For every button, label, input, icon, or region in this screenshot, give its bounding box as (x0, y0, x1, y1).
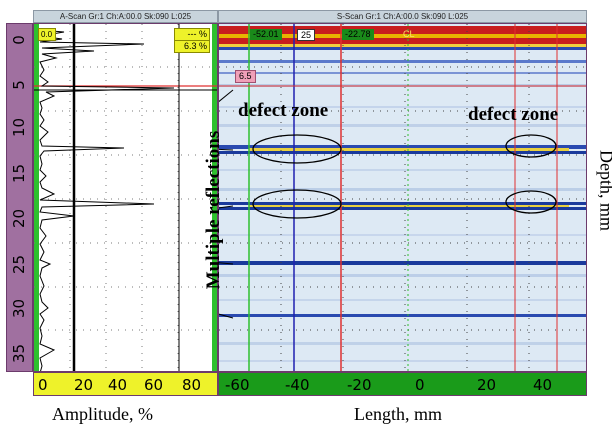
ascan-title: A-Scan Gr:1 Ch:A:00.0 Sk:090 L:025 (59, 12, 192, 21)
sscan-map (219, 24, 586, 371)
ascan-title-bar: A-Scan Gr:1 Ch:A:00.0 Sk:090 L:025 (33, 10, 218, 23)
sscan-image[interactable]: -52.01 25 -22.78 CL 6.5 (218, 23, 587, 372)
defect-ellipse (505, 190, 557, 214)
amplitude-tick-label: 20 (74, 376, 94, 394)
length-axis-label: Length, mm (354, 404, 442, 424)
depth-tick-label: 25 (10, 254, 28, 274)
defect-ellipse (252, 134, 342, 164)
sscan-title: S-Scan Gr:1 Ch:A:00.0 Sk:090 L:025 (336, 12, 469, 21)
depth-marker-readout: 6.5 (235, 70, 256, 83)
length-tick-label: 20 (477, 376, 497, 394)
depth-tick-label: 20 (10, 208, 28, 228)
length-tick-label: -60 (225, 376, 250, 394)
ascan-gate-value: 6.3 % (174, 40, 210, 53)
amplitude-tick-label: 0 (38, 376, 48, 394)
cursor-mid-readout: 25 (297, 29, 316, 41)
depth-axis-label: Depth, mm (596, 150, 612, 231)
length-tick-label: -20 (347, 376, 372, 394)
cursor-right-readout: -22.78 (342, 29, 374, 40)
cursor-left-readout: -52.01 (250, 29, 282, 40)
amplitude-tick-label: 40 (108, 376, 128, 394)
length-tick-label: -40 (285, 376, 310, 394)
defect-ellipse (252, 189, 342, 219)
depth-tick-label: 30 (10, 298, 28, 318)
length-tick-label: 0 (415, 376, 425, 394)
ascan-depth-scale: 0 5 10 15 20 25 30 35 (6, 23, 33, 372)
depth-tick-label: 0 (10, 35, 28, 45)
amplitude-axis: 0 20 40 60 80 (33, 372, 218, 396)
ascan-top-value: 0.0 (38, 28, 56, 41)
depth-tick-label: 10 (10, 117, 28, 137)
defect-zone-label-right: defect zone (468, 104, 559, 125)
defect-zone-label-left: defect zone (238, 100, 329, 121)
length-tick-label: 40 (533, 376, 553, 394)
ascan-plot[interactable]: 0.0 --- % 6.3 % (33, 23, 218, 372)
depth-tick-label: 15 (10, 163, 28, 183)
depth-tick-label: 35 (10, 343, 28, 363)
ascan-waveform (34, 24, 217, 371)
multiple-reflections-label: Multiple reflections (203, 130, 224, 290)
amplitude-tick-label: 60 (144, 376, 164, 394)
centerline-label: CL (403, 29, 415, 39)
sscan-title-bar: S-Scan Gr:1 Ch:A:00.0 Sk:090 L:025 (218, 10, 587, 23)
amplitude-tick-label: 80 (182, 376, 202, 394)
depth-tick-label: 5 (10, 80, 28, 90)
length-axis: -60 -40 -20 0 20 40 (218, 372, 587, 396)
amplitude-axis-label: Amplitude, % (52, 404, 153, 424)
defect-ellipse (505, 134, 557, 158)
